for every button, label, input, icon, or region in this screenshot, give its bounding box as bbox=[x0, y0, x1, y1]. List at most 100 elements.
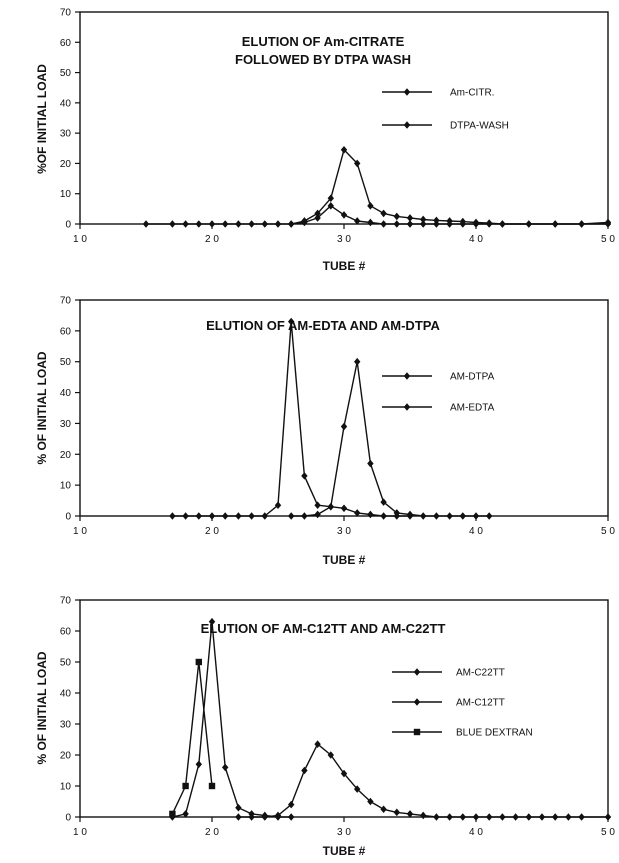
data-point bbox=[380, 805, 387, 814]
data-point bbox=[367, 218, 374, 227]
x-tick-label: 5 0 bbox=[601, 827, 615, 838]
data-point bbox=[354, 159, 361, 168]
data-point bbox=[472, 512, 480, 520]
x-tick-label: 4 0 bbox=[469, 234, 483, 245]
x-tick-label: 5 0 bbox=[601, 526, 615, 537]
data-point bbox=[195, 658, 202, 666]
data-point bbox=[314, 740, 321, 748]
data-point bbox=[195, 760, 202, 769]
data-point bbox=[261, 811, 268, 820]
data-point bbox=[499, 813, 506, 821]
series-2 bbox=[169, 617, 295, 821]
data-point bbox=[235, 512, 242, 520]
data-point bbox=[578, 220, 585, 228]
data-point bbox=[367, 202, 374, 210]
data-point bbox=[208, 220, 216, 228]
data-point bbox=[274, 501, 282, 509]
y-tick-label: 70 bbox=[60, 296, 72, 307]
data-point bbox=[195, 220, 202, 228]
x-tick-label: 3 0 bbox=[337, 234, 351, 245]
data-point bbox=[169, 512, 176, 520]
data-point bbox=[182, 220, 189, 228]
data-point bbox=[446, 217, 453, 225]
y-tick-label: 50 bbox=[60, 658, 72, 669]
data-point bbox=[182, 512, 189, 520]
y-tick-label: 60 bbox=[60, 38, 72, 49]
data-point bbox=[459, 512, 466, 520]
data-point bbox=[380, 498, 387, 506]
x-tick-label: 1 0 bbox=[73, 526, 87, 537]
data-point bbox=[235, 803, 242, 812]
data-point bbox=[380, 512, 387, 520]
y-tick-label: 40 bbox=[60, 689, 72, 700]
data-point bbox=[261, 512, 268, 520]
data-point bbox=[367, 459, 374, 468]
data-point bbox=[420, 215, 427, 224]
x-tick-label: 2 0 bbox=[205, 234, 219, 245]
data-point bbox=[248, 810, 255, 818]
data-point bbox=[420, 220, 427, 228]
data-point bbox=[406, 220, 414, 228]
data-point bbox=[354, 785, 361, 793]
x-tick-label: 5 0 bbox=[601, 234, 615, 245]
chart-title: ELUTION OF AM-EDTA AND AM-DTPA bbox=[206, 318, 440, 333]
data-point bbox=[393, 808, 400, 817]
y-tick-label: 50 bbox=[60, 357, 72, 368]
data-point bbox=[340, 769, 348, 778]
data-point bbox=[327, 194, 334, 203]
data-point bbox=[354, 509, 361, 517]
y-tick-label: 0 bbox=[65, 512, 71, 523]
data-point bbox=[288, 813, 295, 821]
data-point bbox=[393, 220, 400, 228]
y-axis-label: % OF INITIAL LOAD bbox=[35, 651, 49, 764]
legend-label: Am-CITR. bbox=[450, 88, 494, 99]
data-point bbox=[340, 504, 348, 513]
data-point bbox=[552, 813, 559, 821]
data-point bbox=[380, 209, 387, 218]
x-axis-label: TUBE # bbox=[323, 844, 366, 858]
y-tick-label: 30 bbox=[60, 720, 72, 731]
data-point bbox=[393, 212, 400, 221]
data-point bbox=[301, 472, 308, 480]
data-point bbox=[340, 422, 348, 431]
data-point bbox=[367, 510, 374, 519]
data-point bbox=[578, 813, 585, 821]
x-tick-label: 4 0 bbox=[469, 526, 483, 537]
legend-marker bbox=[403, 121, 411, 129]
data-point bbox=[208, 617, 216, 626]
data-point bbox=[248, 220, 255, 228]
y-tick-label: 30 bbox=[60, 419, 72, 430]
legend-label: AM-DTPA bbox=[450, 372, 495, 383]
data-point bbox=[420, 512, 427, 520]
legend-label: DTPA-WASH bbox=[450, 121, 509, 132]
legend-label: BLUE DEXTRAN bbox=[456, 728, 533, 739]
y-tick-label: 30 bbox=[60, 129, 72, 140]
x-axis-label: TUBE # bbox=[323, 553, 366, 567]
y-tick-label: 20 bbox=[60, 751, 72, 762]
data-point bbox=[301, 512, 308, 520]
data-point bbox=[433, 216, 440, 225]
data-point bbox=[222, 763, 229, 772]
data-point bbox=[472, 218, 480, 227]
data-point bbox=[301, 217, 308, 225]
x-tick-label: 1 0 bbox=[73, 234, 87, 245]
y-tick-label: 70 bbox=[60, 8, 72, 19]
data-point bbox=[486, 512, 493, 520]
x-axis-label: TUBE # bbox=[323, 259, 366, 273]
data-point bbox=[525, 220, 532, 228]
data-point bbox=[340, 146, 348, 154]
data-point bbox=[222, 512, 229, 520]
series-3 bbox=[169, 658, 216, 818]
legend-marker bbox=[413, 698, 421, 706]
legend-marker bbox=[413, 728, 421, 736]
data-point bbox=[327, 502, 334, 511]
data-point bbox=[235, 220, 242, 228]
y-tick-label: 20 bbox=[60, 159, 72, 170]
y-tick-label: 0 bbox=[65, 813, 71, 824]
chart-1: 0 10 20 30 40 50 60 70 1 0 2 0 3 0 4 0 5 0 TUBE # %OF … bbox=[35, 8, 615, 274]
y-tick-label: 20 bbox=[60, 450, 72, 461]
data-point bbox=[499, 220, 506, 228]
data-point bbox=[406, 810, 414, 818]
y-tick-label: 40 bbox=[60, 98, 72, 109]
data-point bbox=[420, 811, 427, 820]
